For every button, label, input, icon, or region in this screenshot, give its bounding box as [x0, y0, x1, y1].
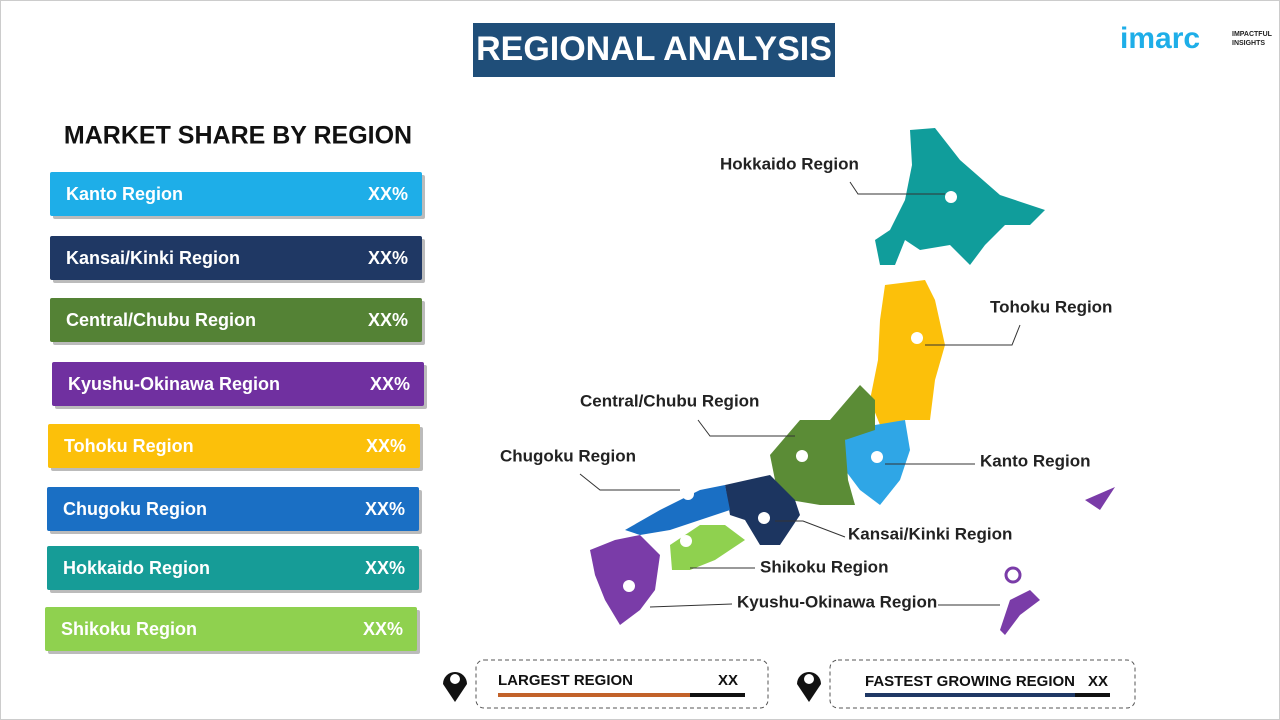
- map-label: Chugoku Region: [500, 446, 636, 465]
- logo-tagline: IMPACTFUL: [1232, 31, 1273, 38]
- footer-icon: [804, 674, 814, 684]
- footer-box: [829, 659, 1136, 709]
- logo-brand: imarc: [1120, 22, 1200, 55]
- row-share: XX%: [370, 374, 410, 394]
- underline: [690, 693, 745, 697]
- row-bar: [47, 546, 419, 590]
- pin: [911, 332, 923, 344]
- leader-line: [849, 181, 945, 195]
- pin: [945, 191, 957, 203]
- map: [590, 128, 1115, 635]
- underline: [498, 693, 690, 697]
- pin: [871, 451, 883, 463]
- section-title: MARKET SHARE BY REGION: [64, 122, 412, 150]
- footer-icon: [797, 672, 821, 702]
- map-label: Kanto Region: [980, 451, 1091, 470]
- row-bar: [52, 362, 424, 406]
- leader-line: [775, 520, 846, 538]
- map-label: Hokkaido Region: [720, 154, 859, 173]
- map-label: Tohoku Region: [990, 297, 1112, 316]
- row-region: Kansai/Kinki Region: [66, 248, 240, 268]
- pin: [680, 535, 692, 547]
- title-banner: [473, 23, 835, 77]
- pin: [1004, 566, 1022, 584]
- footer-icon: [443, 672, 467, 702]
- row-region: Kanto Region: [66, 184, 183, 204]
- underline: [865, 693, 1075, 697]
- row-share: XX%: [363, 619, 403, 639]
- region-kansai: [725, 475, 800, 545]
- region-okinawa: [1000, 590, 1040, 635]
- row-share: XX%: [368, 310, 408, 330]
- row-share: XX%: [368, 184, 408, 204]
- leader-line: [579, 473, 680, 491]
- row-share: XX%: [368, 248, 408, 268]
- row-region: Kyushu-Okinawa Region: [68, 374, 280, 394]
- row-bar: [50, 298, 422, 342]
- footer: LARGEST REGION XX FASTEST GROWING REGION…: [443, 659, 1136, 709]
- map-label: Kyushu-Okinawa Region: [737, 592, 937, 611]
- footer-value: XX: [718, 672, 738, 689]
- leader-line: [649, 603, 1000, 608]
- underline: [1075, 693, 1110, 697]
- row-bar: [47, 487, 419, 531]
- pin: [623, 580, 635, 592]
- row-share: XX%: [365, 558, 405, 578]
- footer-label: LARGEST REGION: [498, 672, 633, 689]
- region-chubu: [770, 385, 875, 505]
- leader-line: [697, 419, 795, 437]
- row-share: XX%: [365, 499, 405, 519]
- title: REGIONAL ANALYSIS: [476, 30, 832, 68]
- leader-line: [925, 324, 1021, 346]
- footer-box: [475, 659, 769, 709]
- row-share: XX%: [366, 436, 406, 456]
- map-label: Shikoku Region: [760, 557, 888, 576]
- region-kyushu: [590, 535, 660, 625]
- row-region: Hokkaido Region: [63, 558, 210, 578]
- logo-tagline: INSIGHTS: [1232, 40, 1265, 47]
- footer-value: XX: [1088, 673, 1108, 690]
- footer-icon: [450, 674, 460, 684]
- map-label: Central/Chubu Region: [580, 391, 759, 410]
- footer-label: FASTEST GROWING REGION: [865, 673, 1075, 690]
- pin: [796, 450, 808, 462]
- row-region: Central/Chubu Region: [66, 310, 256, 330]
- region-hokkaido: [875, 128, 1045, 265]
- region-chugoku: [625, 485, 730, 535]
- region-tohoku: [870, 280, 945, 425]
- row-region: Shikoku Region: [61, 619, 197, 639]
- row-region: Chugoku Region: [63, 499, 207, 519]
- row-region: Tohoku Region: [64, 436, 194, 456]
- pin: [758, 512, 770, 524]
- row-bar: [45, 607, 417, 651]
- region-islands: [1085, 487, 1115, 510]
- row-bar: [50, 172, 422, 216]
- map-label: Kansai/Kinki Region: [848, 524, 1012, 543]
- pin: [682, 488, 694, 500]
- row-bar: [50, 236, 422, 280]
- row-bar: [48, 424, 420, 468]
